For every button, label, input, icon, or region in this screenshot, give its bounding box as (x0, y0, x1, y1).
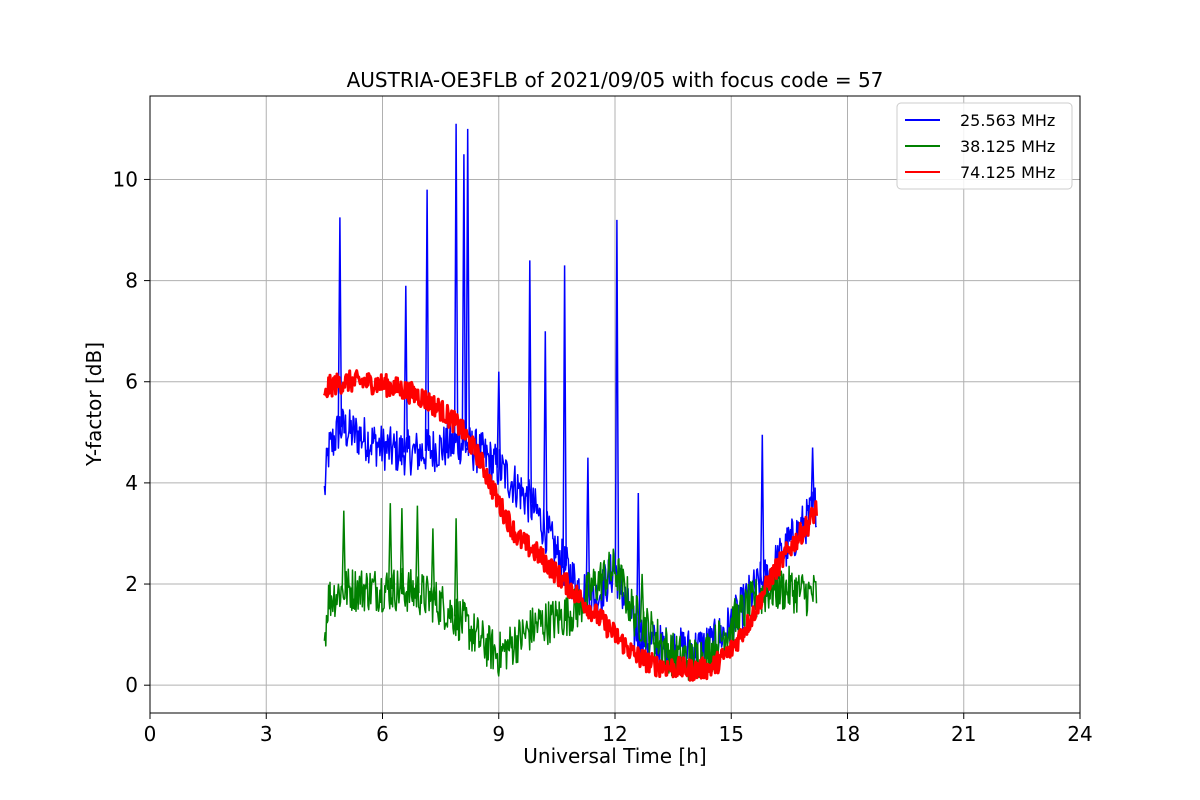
series-spike-0 (453, 123, 459, 444)
series-1-group (323, 503, 818, 681)
series-0-group (323, 123, 818, 674)
series-spike-0 (810, 447, 815, 511)
series-spike-0 (542, 331, 548, 530)
x-axis-label: Universal Time [h] (523, 744, 706, 768)
series-spike-0 (585, 457, 591, 594)
series-spike-0 (614, 219, 620, 575)
series-spike-0 (461, 154, 467, 445)
y-tick-label: 6 (125, 370, 138, 394)
legend-label-1: 38.125 MHz (960, 137, 1055, 156)
legend: 25.563 MHz 38.125 MHz 74.125 MHz (896, 102, 1073, 190)
x-tick-label: 21 (951, 722, 976, 746)
x-tick-label: 24 (1067, 722, 1092, 746)
series-spike-1 (639, 573, 645, 623)
series-spike-0 (635, 492, 641, 633)
series-spike-0 (527, 260, 533, 504)
y-tick-label: 4 (125, 471, 138, 495)
y-tick-label: 0 (125, 673, 138, 697)
series-spike-0 (759, 434, 765, 583)
series-spike-1 (399, 508, 405, 590)
series-line-2 (323, 369, 818, 682)
series-line-1 (323, 548, 818, 681)
chart-title: AUSTRIA-OE3FLB of 2021/09/05 with focus … (347, 68, 884, 92)
legend-label-2: 74.125 MHz (960, 163, 1055, 182)
series-spike-1 (430, 528, 436, 601)
y-tick-label: 8 (125, 269, 138, 293)
series-2-group (323, 369, 818, 682)
x-tick-label: 15 (719, 722, 744, 746)
series-spike-0 (496, 371, 502, 468)
series-spike-0 (337, 217, 343, 428)
x-tick-label: 0 (144, 722, 157, 746)
x-tick-label: 6 (376, 722, 389, 746)
y-tick-label: 10 (113, 167, 138, 191)
x-tick-label: 12 (602, 722, 627, 746)
series-lines (323, 123, 818, 682)
x-tick-label: 3 (260, 722, 273, 746)
series-spike-1 (415, 505, 420, 594)
series-spike-1 (387, 503, 393, 590)
series-spike-1 (341, 510, 347, 590)
x-tick-label: 18 (835, 722, 860, 746)
y-tick-label: 2 (125, 572, 138, 596)
x-tick-label: 9 (492, 722, 505, 746)
series-spike-0 (465, 128, 471, 447)
series-spike-0 (424, 189, 430, 452)
legend-box (896, 102, 1073, 190)
series-spike-1 (453, 518, 459, 617)
y-axis-label: Y-factor [dB] (82, 342, 106, 467)
legend-label-0: 25.563 MHz (960, 111, 1055, 130)
series-spike-0 (562, 265, 567, 566)
